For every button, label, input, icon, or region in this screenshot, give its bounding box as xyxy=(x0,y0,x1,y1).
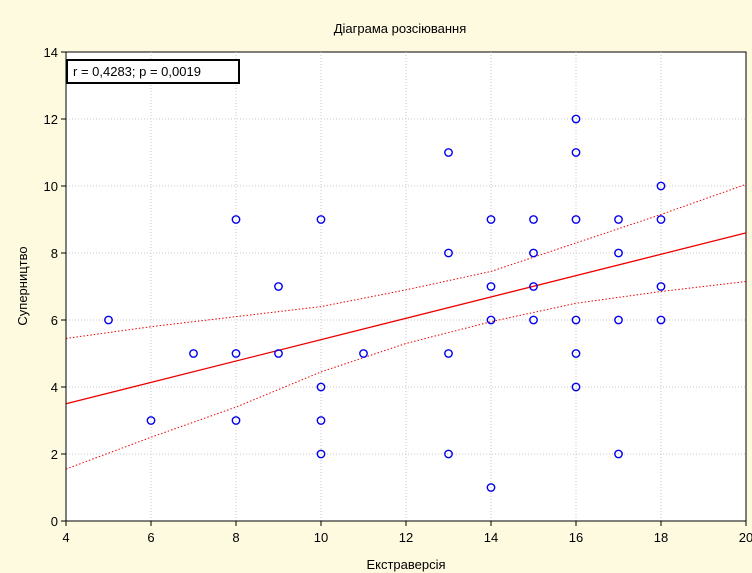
y-tick-label: 2 xyxy=(51,447,58,462)
data-point xyxy=(571,114,581,124)
y-tick-label: 10 xyxy=(44,179,58,194)
x-tick-label: 20 xyxy=(739,530,752,545)
y-tick-label: 14 xyxy=(44,45,58,60)
data-point xyxy=(656,282,666,291)
chart-title: Діаграма розсіювання xyxy=(334,21,467,36)
data-point xyxy=(274,282,283,291)
data-point xyxy=(486,282,496,291)
correlation-annotation: r = 0,4283; p = 0,0019 xyxy=(66,59,240,84)
y-tick-labels: 0 2 4 6 8 10 12 14 xyxy=(44,45,58,529)
y-axis-label: Суперництво xyxy=(15,246,30,325)
x-tick-label: 8 xyxy=(232,530,239,545)
x-tick-label: 16 xyxy=(569,530,583,545)
x-tick-label: 14 xyxy=(484,530,498,545)
data-point xyxy=(444,148,453,157)
data-point xyxy=(316,416,326,425)
x-tick-labels: 4 6 8 10 12 14 16 18 20 xyxy=(62,530,752,545)
data-point xyxy=(359,349,368,358)
data-point xyxy=(444,449,453,459)
annotation-text: r = 0,4283; p = 0,0019 xyxy=(73,64,201,79)
grid-lines xyxy=(66,52,746,521)
data-point xyxy=(614,215,623,224)
scatter-points xyxy=(104,114,666,492)
data-point xyxy=(529,315,538,325)
data-point xyxy=(316,382,326,392)
data-point xyxy=(571,349,581,358)
regression-line xyxy=(65,232,747,405)
data-point xyxy=(529,248,538,258)
data-point xyxy=(104,315,113,325)
data-point xyxy=(146,416,156,425)
data-point xyxy=(656,215,666,224)
data-point xyxy=(444,248,453,258)
x-tick-label: 10 xyxy=(314,530,328,545)
regression-line-group xyxy=(65,232,747,405)
axes xyxy=(61,51,747,526)
data-point xyxy=(231,349,241,358)
y-tick-label: 12 xyxy=(44,112,58,127)
confidence-bands xyxy=(65,183,747,470)
data-point xyxy=(316,449,326,459)
data-point xyxy=(656,315,666,325)
data-point xyxy=(656,181,666,191)
data-point xyxy=(486,483,496,492)
data-point xyxy=(316,215,326,224)
data-point xyxy=(231,416,241,425)
data-point xyxy=(614,248,623,258)
annotation-box xyxy=(66,59,240,84)
data-point xyxy=(529,282,538,291)
data-point xyxy=(486,215,496,224)
data-point xyxy=(189,349,198,358)
data-point xyxy=(614,449,623,459)
data-point xyxy=(529,215,538,224)
data-point xyxy=(571,315,581,325)
x-tick-label: 4 xyxy=(62,530,69,545)
y-tick-label: 0 xyxy=(51,514,58,529)
y-tick-label: 6 xyxy=(51,313,58,328)
data-point xyxy=(571,382,581,392)
data-point xyxy=(486,315,496,325)
x-tick-label: 6 xyxy=(147,530,154,545)
y-tick-label: 8 xyxy=(51,246,58,261)
data-point xyxy=(231,215,241,224)
data-point xyxy=(444,349,453,358)
x-tick-label: 18 xyxy=(654,530,668,545)
y-tick-label: 4 xyxy=(51,380,58,395)
x-axis-label: Екстраверсія xyxy=(366,557,445,572)
x-tick-label: 12 xyxy=(399,530,413,545)
data-point xyxy=(274,349,283,358)
data-point xyxy=(614,315,623,325)
confidence-upper-line xyxy=(65,183,747,339)
data-point xyxy=(571,215,581,224)
data-point xyxy=(571,148,581,157)
